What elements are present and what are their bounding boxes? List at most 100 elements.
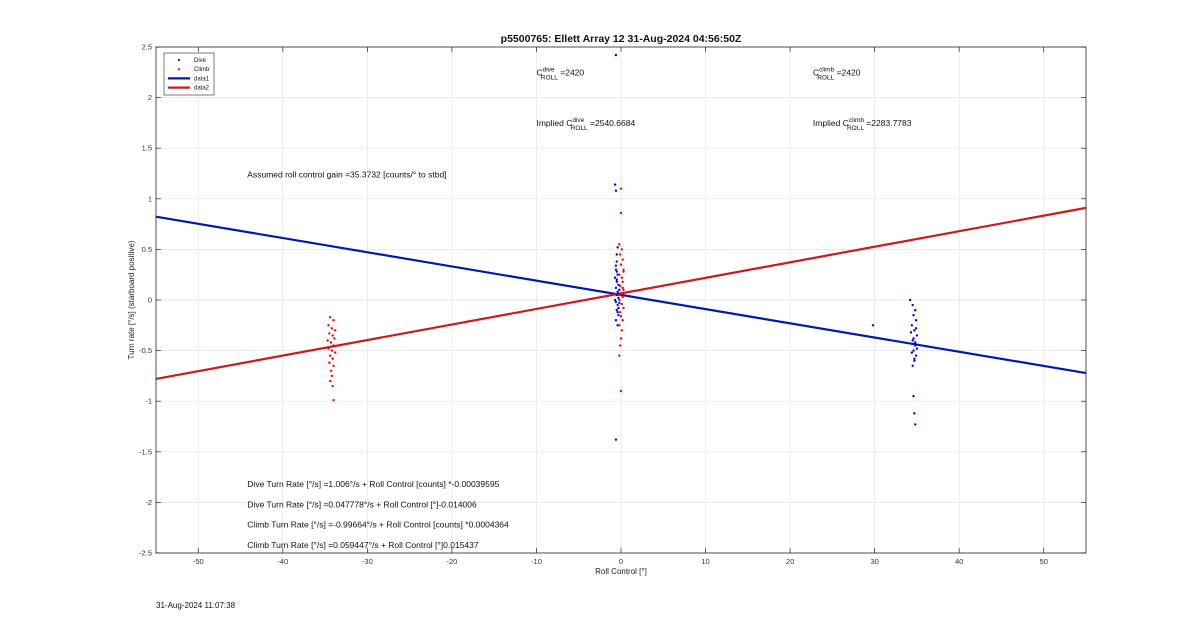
data-point-dive bbox=[913, 357, 916, 360]
data-point-dive bbox=[912, 394, 915, 398]
annotation-text: Dive Turn Rate [°/s] =0.047778°/s + Roll… bbox=[247, 499, 477, 509]
x-tick-label: -30 bbox=[362, 557, 373, 566]
annotation-base: C bbox=[813, 67, 819, 77]
annotation-value: =2420 bbox=[834, 67, 861, 77]
data-point-dive bbox=[914, 344, 917, 347]
x-tick-label: 20 bbox=[786, 557, 794, 566]
data-point-dive bbox=[616, 303, 619, 307]
x-tick-label: -40 bbox=[277, 557, 288, 566]
data-point-dive bbox=[618, 288, 621, 292]
annotation-sub: ROLL bbox=[571, 125, 588, 132]
data-point-dive bbox=[613, 183, 617, 186]
annotation-base: C bbox=[843, 118, 849, 128]
annotation-text: Climb Turn Rate [°/s] =0.059447°/s + Rol… bbox=[247, 540, 479, 550]
legend-marker-climb bbox=[177, 68, 181, 71]
data-point-climb bbox=[332, 319, 335, 322]
annotation-base: C bbox=[536, 67, 542, 77]
data-point-dive bbox=[615, 280, 618, 283]
data-point-climb bbox=[330, 374, 334, 378]
data-point-dive bbox=[913, 412, 916, 415]
data-point-dive bbox=[908, 298, 912, 302]
annotation-base: C bbox=[566, 118, 572, 128]
data-point-climb bbox=[619, 292, 623, 296]
annotation-text: Implied Cdive ROLL =2540.6684 bbox=[536, 117, 635, 132]
data-point-climb bbox=[619, 187, 623, 190]
annotation-value: =2540.6684 bbox=[588, 118, 636, 128]
axis-ticks: -50 -40 -30 -20 -10 0 10 20 30 40 50-2.5-2-1.5-1-0… bbox=[139, 43, 1086, 566]
data-point-dive bbox=[617, 306, 620, 310]
data-point-climb bbox=[329, 369, 333, 373]
data-point-climb bbox=[328, 332, 331, 335]
x-tick-label: 50 bbox=[1040, 557, 1048, 566]
data-point-climb bbox=[621, 280, 624, 283]
data-point-climb bbox=[619, 389, 623, 393]
series-climb-points bbox=[326, 187, 625, 402]
annotation-text: Cdive ROLL =2420 bbox=[536, 66, 584, 81]
data-point-climb bbox=[618, 324, 621, 327]
data-point-climb bbox=[328, 354, 332, 357]
annotation-sub: ROLL bbox=[541, 74, 558, 81]
data-point-climb bbox=[326, 339, 329, 342]
data-point-dive bbox=[616, 246, 619, 249]
legend-label-dive: Dive bbox=[194, 58, 207, 64]
x-tick-label: -50 bbox=[193, 557, 204, 566]
y-tick-label: 0.5 bbox=[142, 245, 152, 254]
data-point-climb bbox=[622, 288, 625, 292]
data-point-climb bbox=[330, 327, 334, 330]
data-point-climb bbox=[617, 293, 620, 297]
x-tick-label: 30 bbox=[870, 557, 878, 566]
annotation-text: Dive Turn Rate [°/s] =1.006°/s + Roll Co… bbox=[247, 479, 499, 489]
data-point-dive bbox=[911, 364, 914, 367]
annotation-prefix: Implied bbox=[536, 118, 566, 128]
annotation-sup: climb bbox=[819, 66, 835, 73]
data-point-climb bbox=[332, 344, 335, 347]
data-point-climb bbox=[619, 211, 623, 215]
data-point-climb bbox=[620, 302, 624, 306]
data-series bbox=[155, 53, 1087, 441]
data-point-dive bbox=[615, 260, 618, 263]
data-point-dive bbox=[871, 324, 875, 327]
data-point-climb bbox=[621, 286, 624, 290]
data-point-climb bbox=[618, 298, 621, 302]
data-point-dive bbox=[912, 313, 915, 317]
data-point-dive bbox=[911, 303, 914, 307]
data-point-climb bbox=[327, 324, 330, 327]
data-point-dive bbox=[615, 278, 618, 281]
x-tick-label: -20 bbox=[446, 557, 457, 566]
y-tick-label: -0.5 bbox=[139, 346, 152, 355]
y-axis-label: Turn rate [°/s] (starboard positive) bbox=[127, 240, 136, 359]
data-point-climb bbox=[620, 248, 624, 251]
data-point-dive bbox=[617, 313, 620, 317]
data-point-climb bbox=[328, 361, 331, 364]
y-tick-label: -1.5 bbox=[139, 447, 152, 456]
data-point-climb bbox=[618, 284, 622, 288]
data-point-climb bbox=[618, 253, 622, 256]
data-point-dive bbox=[616, 273, 619, 276]
x-tick-label: -10 bbox=[531, 557, 542, 566]
x-axis-label: Roll Control [°] bbox=[595, 567, 647, 576]
data-point-climb bbox=[622, 268, 625, 271]
data-point-climb bbox=[332, 398, 335, 402]
data-point-climb bbox=[621, 258, 624, 261]
data-point-dive bbox=[614, 319, 618, 322]
annotation-text: Cclimb ROLL =2420 bbox=[813, 66, 861, 81]
data-point-dive bbox=[913, 329, 916, 332]
data-point-climb bbox=[621, 319, 624, 322]
data-point-dive bbox=[614, 264, 618, 267]
data-point-dive bbox=[614, 268, 618, 271]
y-tick-label: 0 bbox=[148, 296, 152, 305]
data-point-dive bbox=[617, 296, 620, 300]
data-point-dive bbox=[615, 253, 618, 256]
data-point-climb bbox=[618, 273, 621, 276]
y-tick-label: 2.5 bbox=[142, 43, 152, 52]
chart-title: p5500765: Ellett Array 12 31-Aug-2024 04… bbox=[501, 33, 742, 45]
data-point-dive bbox=[915, 334, 919, 337]
annotation-value: =2283.7783 bbox=[864, 118, 912, 128]
annotation-sup: dive bbox=[572, 117, 584, 124]
data-point-dive bbox=[915, 347, 919, 350]
data-point-climb bbox=[621, 295, 624, 299]
annotation-sup: dive bbox=[543, 66, 555, 73]
data-point-dive bbox=[613, 298, 617, 302]
